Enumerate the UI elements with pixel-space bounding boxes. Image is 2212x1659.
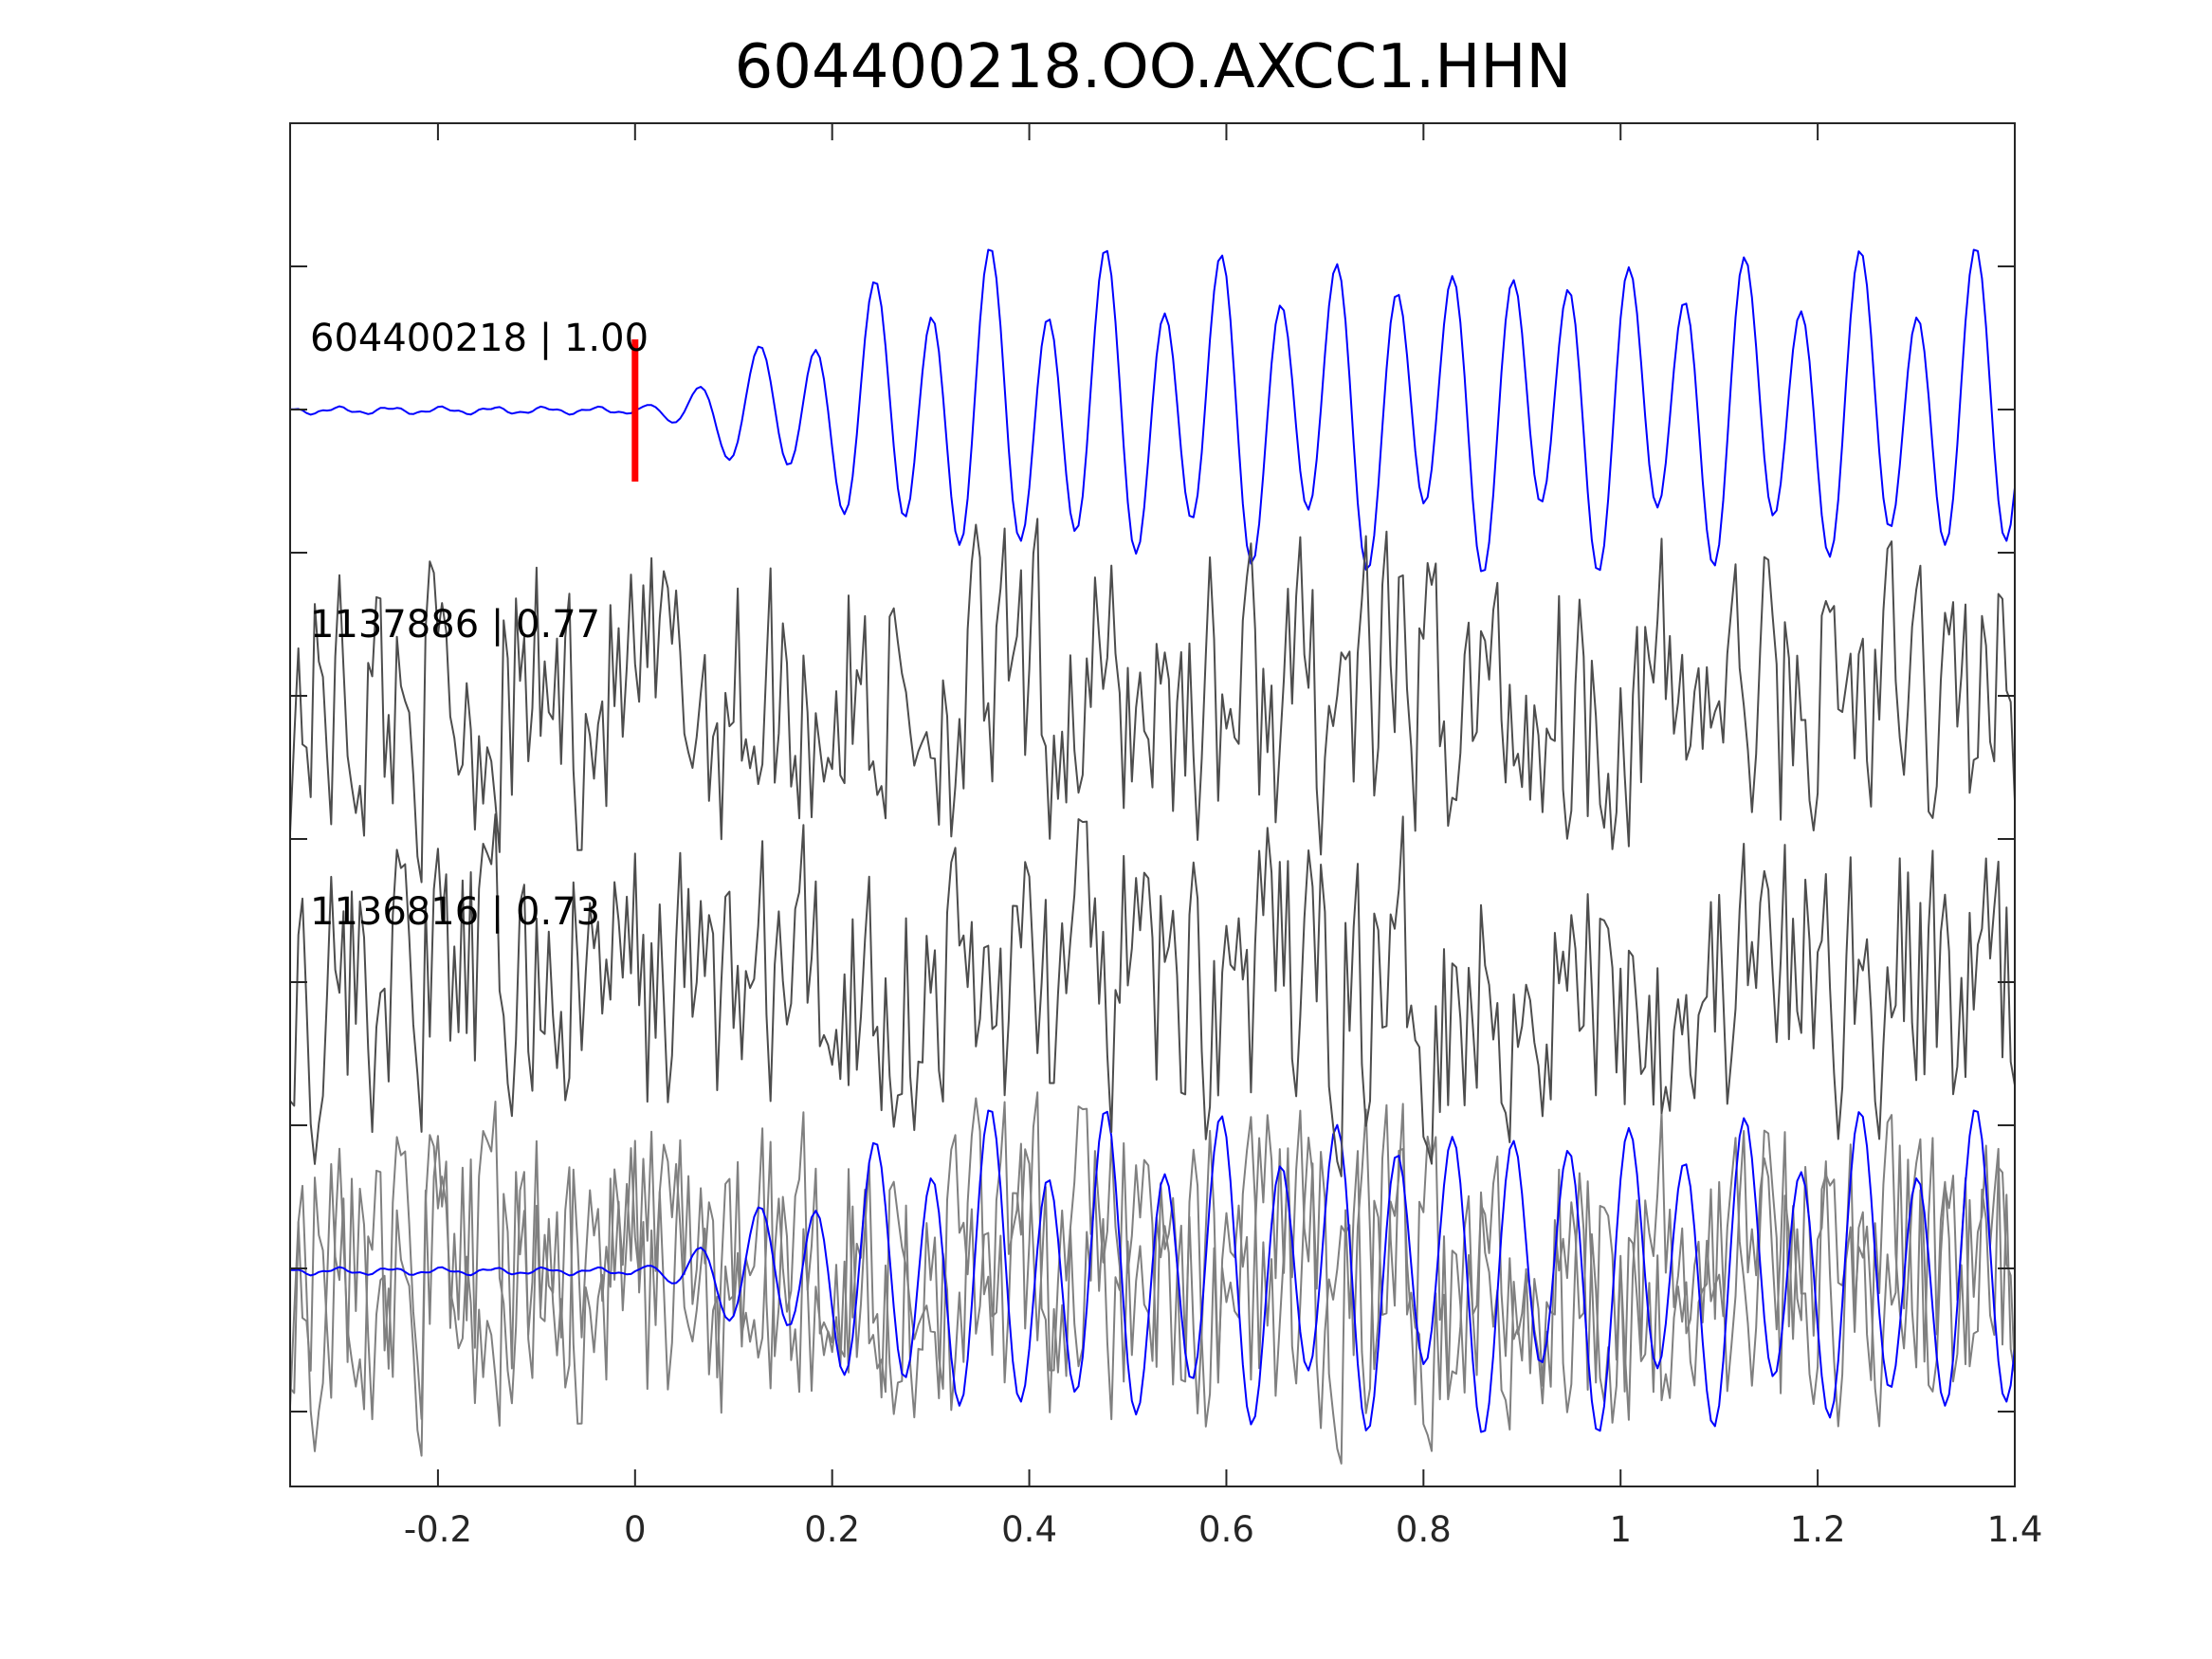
x-tick-label: 0.8: [1396, 1509, 1452, 1550]
x-tick-label: 1: [1609, 1509, 1632, 1550]
plot-area: [289, 248, 2016, 1465]
overlay-trace-1137886: [289, 1091, 2016, 1457]
template-trace: [289, 248, 2016, 573]
overlay-trace-template: [289, 1109, 2016, 1433]
x-tick-label: 1.2: [1790, 1509, 1846, 1550]
overlay-trace-1136816: [289, 1101, 2016, 1465]
trace-labels: 604400218 | 1.00 1137886 | 0.77 1136816 | …: [310, 317, 649, 934]
trace-label-2: 1137886 | 0.77: [310, 603, 600, 647]
trace-label-3: 1136816 | 0.73: [310, 890, 600, 934]
axes-frame: [289, 122, 2016, 1487]
x-tick-label: -0.2: [404, 1509, 472, 1550]
x-tick-label: 1.4: [1987, 1509, 2043, 1550]
axis-ticks: -0.2 0 0.2 0.4 0.6 0.8 1 1.2 1.4: [290, 123, 2042, 1550]
x-tick-label: 0.6: [1198, 1509, 1254, 1550]
x-tick-label: 0.2: [804, 1509, 860, 1550]
x-tick-label: 0: [624, 1509, 647, 1550]
trace-label-1: 604400218 | 1.00: [310, 317, 649, 360]
detection-trace-1137886: [289, 518, 2016, 884]
detection-trace-1136816: [289, 813, 2016, 1177]
x-tick-label: 0.4: [1001, 1509, 1057, 1550]
chart-title: 604400218.OO.AXCC1.HHN: [735, 32, 1572, 102]
